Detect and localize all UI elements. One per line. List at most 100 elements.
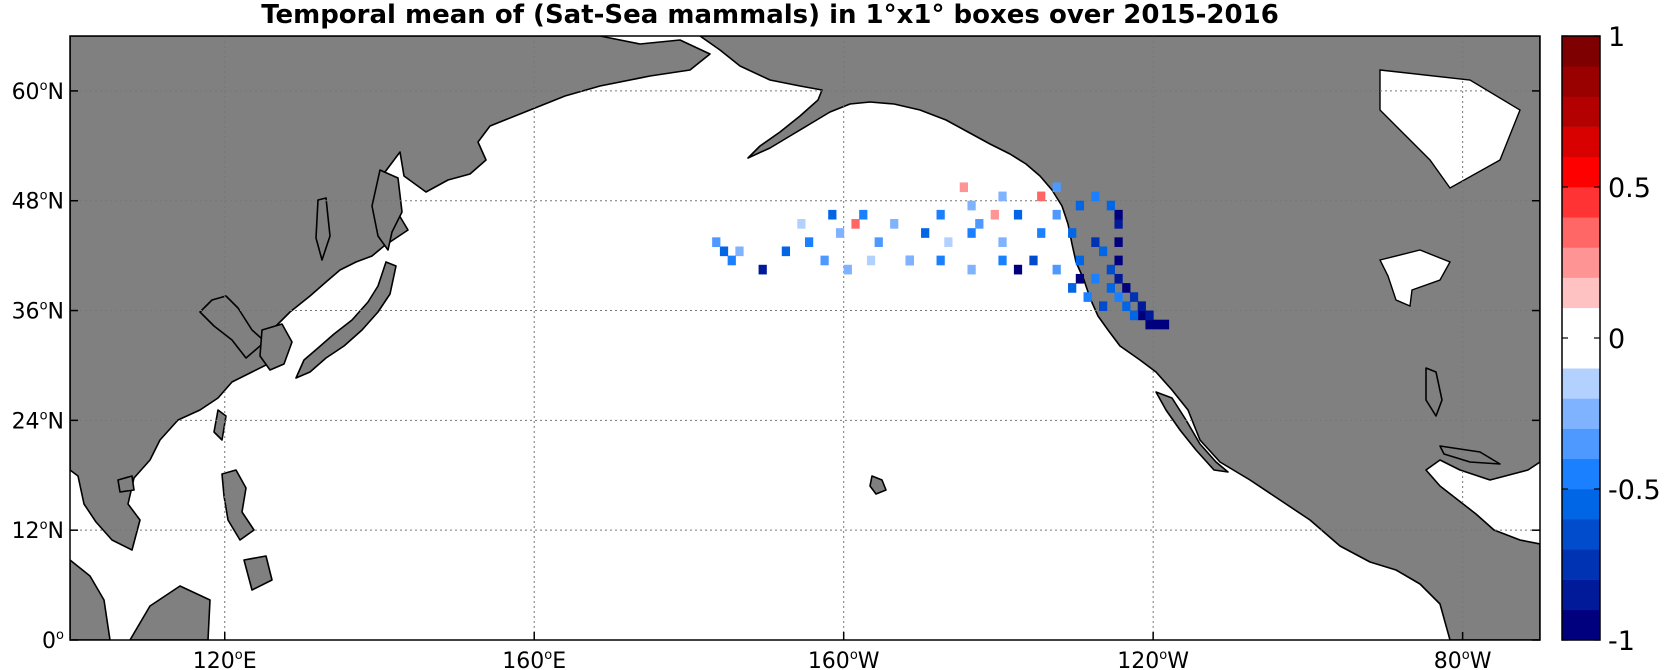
data-cell [1145, 319, 1154, 330]
data-cell [890, 219, 899, 229]
data-cell [866, 255, 876, 266]
colorbar-segment [1562, 217, 1600, 248]
data-cell [1145, 310, 1154, 321]
data-cell [719, 246, 729, 257]
asia-landmass [70, 36, 711, 551]
hainan-island [117, 475, 135, 493]
colorbar-segment [1562, 489, 1600, 520]
data-cell [843, 264, 852, 275]
luzon-island [221, 469, 255, 541]
colorbar-segment [1562, 609, 1600, 641]
data-cell [1075, 273, 1085, 284]
x-tick-label: 80oW [1434, 648, 1492, 670]
data-cell [1114, 219, 1123, 229]
data-cell [967, 200, 976, 211]
colorbar-segment [1562, 398, 1600, 429]
data-cell [1153, 319, 1162, 330]
data-cell [921, 228, 930, 238]
data-cell [905, 255, 914, 266]
colorbar-segment [1562, 428, 1600, 460]
data-cell [1160, 319, 1170, 330]
data-cell [1075, 255, 1085, 266]
data-cell [874, 237, 883, 247]
data-cell [828, 209, 837, 220]
y-tick-label: 24oN [12, 408, 64, 434]
data-cell [1114, 255, 1123, 266]
data-cell [1091, 273, 1100, 284]
y-tick-label: 0o [42, 628, 64, 654]
data-cell [1037, 228, 1046, 238]
data-cell [944, 237, 953, 247]
borneo-island [129, 585, 211, 640]
colorbar-segment [1562, 277, 1600, 309]
data-cell [1091, 237, 1100, 247]
data-cell [1037, 191, 1046, 202]
data-cell [1068, 283, 1077, 293]
korea-peninsula [259, 323, 293, 371]
data-cell [936, 209, 945, 220]
malay-peninsula [70, 559, 111, 640]
data-cell [1052, 182, 1061, 193]
data-cells [712, 182, 1170, 330]
data-cell [1137, 301, 1146, 312]
data-cell [967, 264, 976, 275]
colorbar-tick-label: -1 [1608, 626, 1635, 657]
x-tick-label: 120oW [1117, 648, 1189, 670]
data-cell [797, 219, 806, 229]
colorbar-segment [1562, 579, 1600, 611]
data-cell [959, 182, 968, 193]
data-cell [1106, 283, 1115, 293]
x-tick-label: 160oE [502, 648, 566, 670]
data-cell [1052, 209, 1061, 220]
colorbar-tick-label: 0.5 [1608, 173, 1651, 204]
hawaii-big-island [869, 475, 887, 495]
colorbar-segment [1562, 458, 1600, 490]
data-cell [1114, 273, 1123, 284]
data-cell [1013, 209, 1023, 220]
y-tick-label: 60oN [12, 79, 64, 105]
data-cell [851, 219, 860, 229]
colorbar-segment [1562, 519, 1600, 550]
data-cell [1099, 301, 1108, 312]
data-cell [1013, 264, 1023, 275]
baja-california [1155, 391, 1229, 473]
colorbar-segment [1562, 247, 1600, 278]
map-frame [69, 35, 1541, 641]
colorbar: 1 0.5 0 -0.5 -1 [1561, 22, 1661, 657]
data-cell [1099, 246, 1108, 257]
data-cell [1083, 292, 1092, 302]
data-cell [859, 209, 868, 220]
data-cell [1114, 292, 1123, 302]
data-cell [1114, 209, 1123, 220]
data-cell [1129, 292, 1139, 302]
hudson-bay [1379, 69, 1521, 189]
cuba-island [1439, 445, 1501, 465]
data-cell [820, 255, 829, 266]
data-cell [1075, 200, 1085, 211]
colorbar-segment [1562, 307, 1600, 339]
data-cell [990, 209, 999, 220]
colorbar-segment [1562, 96, 1600, 127]
data-cell [1068, 228, 1077, 238]
data-cell [712, 237, 721, 247]
colorbar-segment [1562, 187, 1600, 218]
y-tick-label: 48oN [12, 189, 64, 215]
colorbar-segment [1562, 36, 1600, 67]
data-cell [1122, 301, 1131, 312]
data-cell [1052, 264, 1061, 275]
mindanao-island [243, 555, 273, 591]
colorbar-segment [1562, 126, 1600, 158]
x-tick-label: 120oE [193, 648, 257, 670]
y-tick-label: 12oN [12, 518, 64, 544]
north-america-landmass [699, 36, 1540, 640]
colorbar-tick-label: 1 [1608, 22, 1625, 53]
data-cell [1129, 310, 1139, 321]
taiwan-island [213, 409, 227, 441]
data-cell [998, 255, 1007, 266]
data-cell [975, 219, 984, 229]
colorbar-segment [1562, 66, 1600, 97]
colorbar-segment [1562, 338, 1600, 369]
data-cell [781, 246, 791, 257]
colorbar-tick-label: 0 [1608, 324, 1625, 355]
great-lakes [1378, 249, 1451, 308]
